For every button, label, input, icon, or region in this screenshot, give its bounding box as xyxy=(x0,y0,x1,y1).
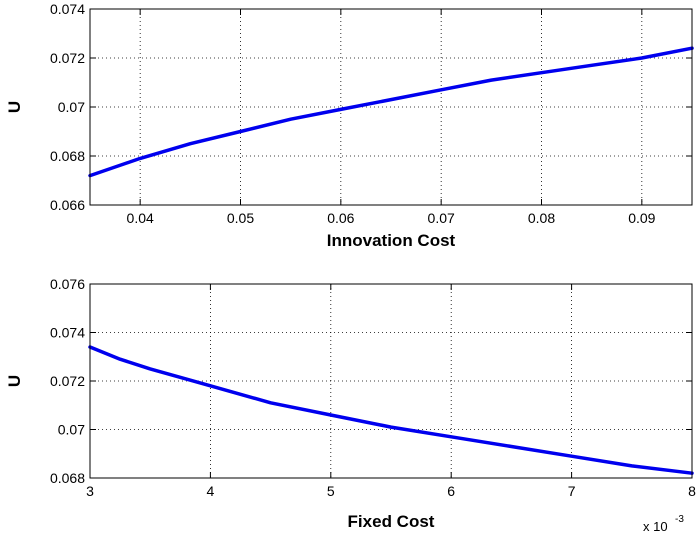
x-tick-label: 0.08 xyxy=(528,210,555,226)
x-axis-multiplier: x 10 xyxy=(643,519,668,534)
series-line xyxy=(88,46,694,178)
x-tick-label: 0.07 xyxy=(428,210,455,226)
series-line xyxy=(88,345,694,475)
y-axis-label: U xyxy=(5,375,24,387)
x-tick-label: 4 xyxy=(207,483,215,499)
y-tick-label: 0.07 xyxy=(58,422,85,438)
y-tick-label: 0.07 xyxy=(58,99,85,115)
y-tick-label: 0.066 xyxy=(50,197,85,213)
y-tick-label: 0.072 xyxy=(50,50,85,66)
x-tick-label: 0.06 xyxy=(327,210,354,226)
y-tick-label: 0.072 xyxy=(50,373,85,389)
x-tick-label: 8 xyxy=(688,483,696,499)
x-tick-label: 0.04 xyxy=(127,210,154,226)
y-tick-label: 0.074 xyxy=(50,325,85,341)
top-chart: 0.04 0.05 0.06 0.07 0.08 0.09 0.066 0.068 0.07 0.… xyxy=(5,1,694,250)
x-tick-label: 5 xyxy=(327,483,335,499)
x-axis-label: Innovation Cost xyxy=(327,231,456,250)
y-tick-label: 0.068 xyxy=(50,470,85,486)
x-tick-label: 6 xyxy=(447,483,455,499)
x-tick-label: 7 xyxy=(568,483,576,499)
x-tick-label: 0.05 xyxy=(227,210,254,226)
y-tick-label: 0.074 xyxy=(50,1,85,17)
y-axis-label: U xyxy=(5,101,24,113)
x-tick-label: 3 xyxy=(86,483,94,499)
y-tick-label: 0.076 xyxy=(50,276,85,292)
x-axis-multiplier-exponent: -3 xyxy=(675,514,684,525)
x-tick-label: 0.09 xyxy=(628,210,655,226)
x-axis-label: Fixed Cost xyxy=(348,512,435,531)
y-tick-label: 0.068 xyxy=(50,148,85,164)
bottom-chart: 3 4 5 6 7 8 0.068 0.07 0.072 0.074 0.076 Fixed Cost… xyxy=(5,276,696,534)
